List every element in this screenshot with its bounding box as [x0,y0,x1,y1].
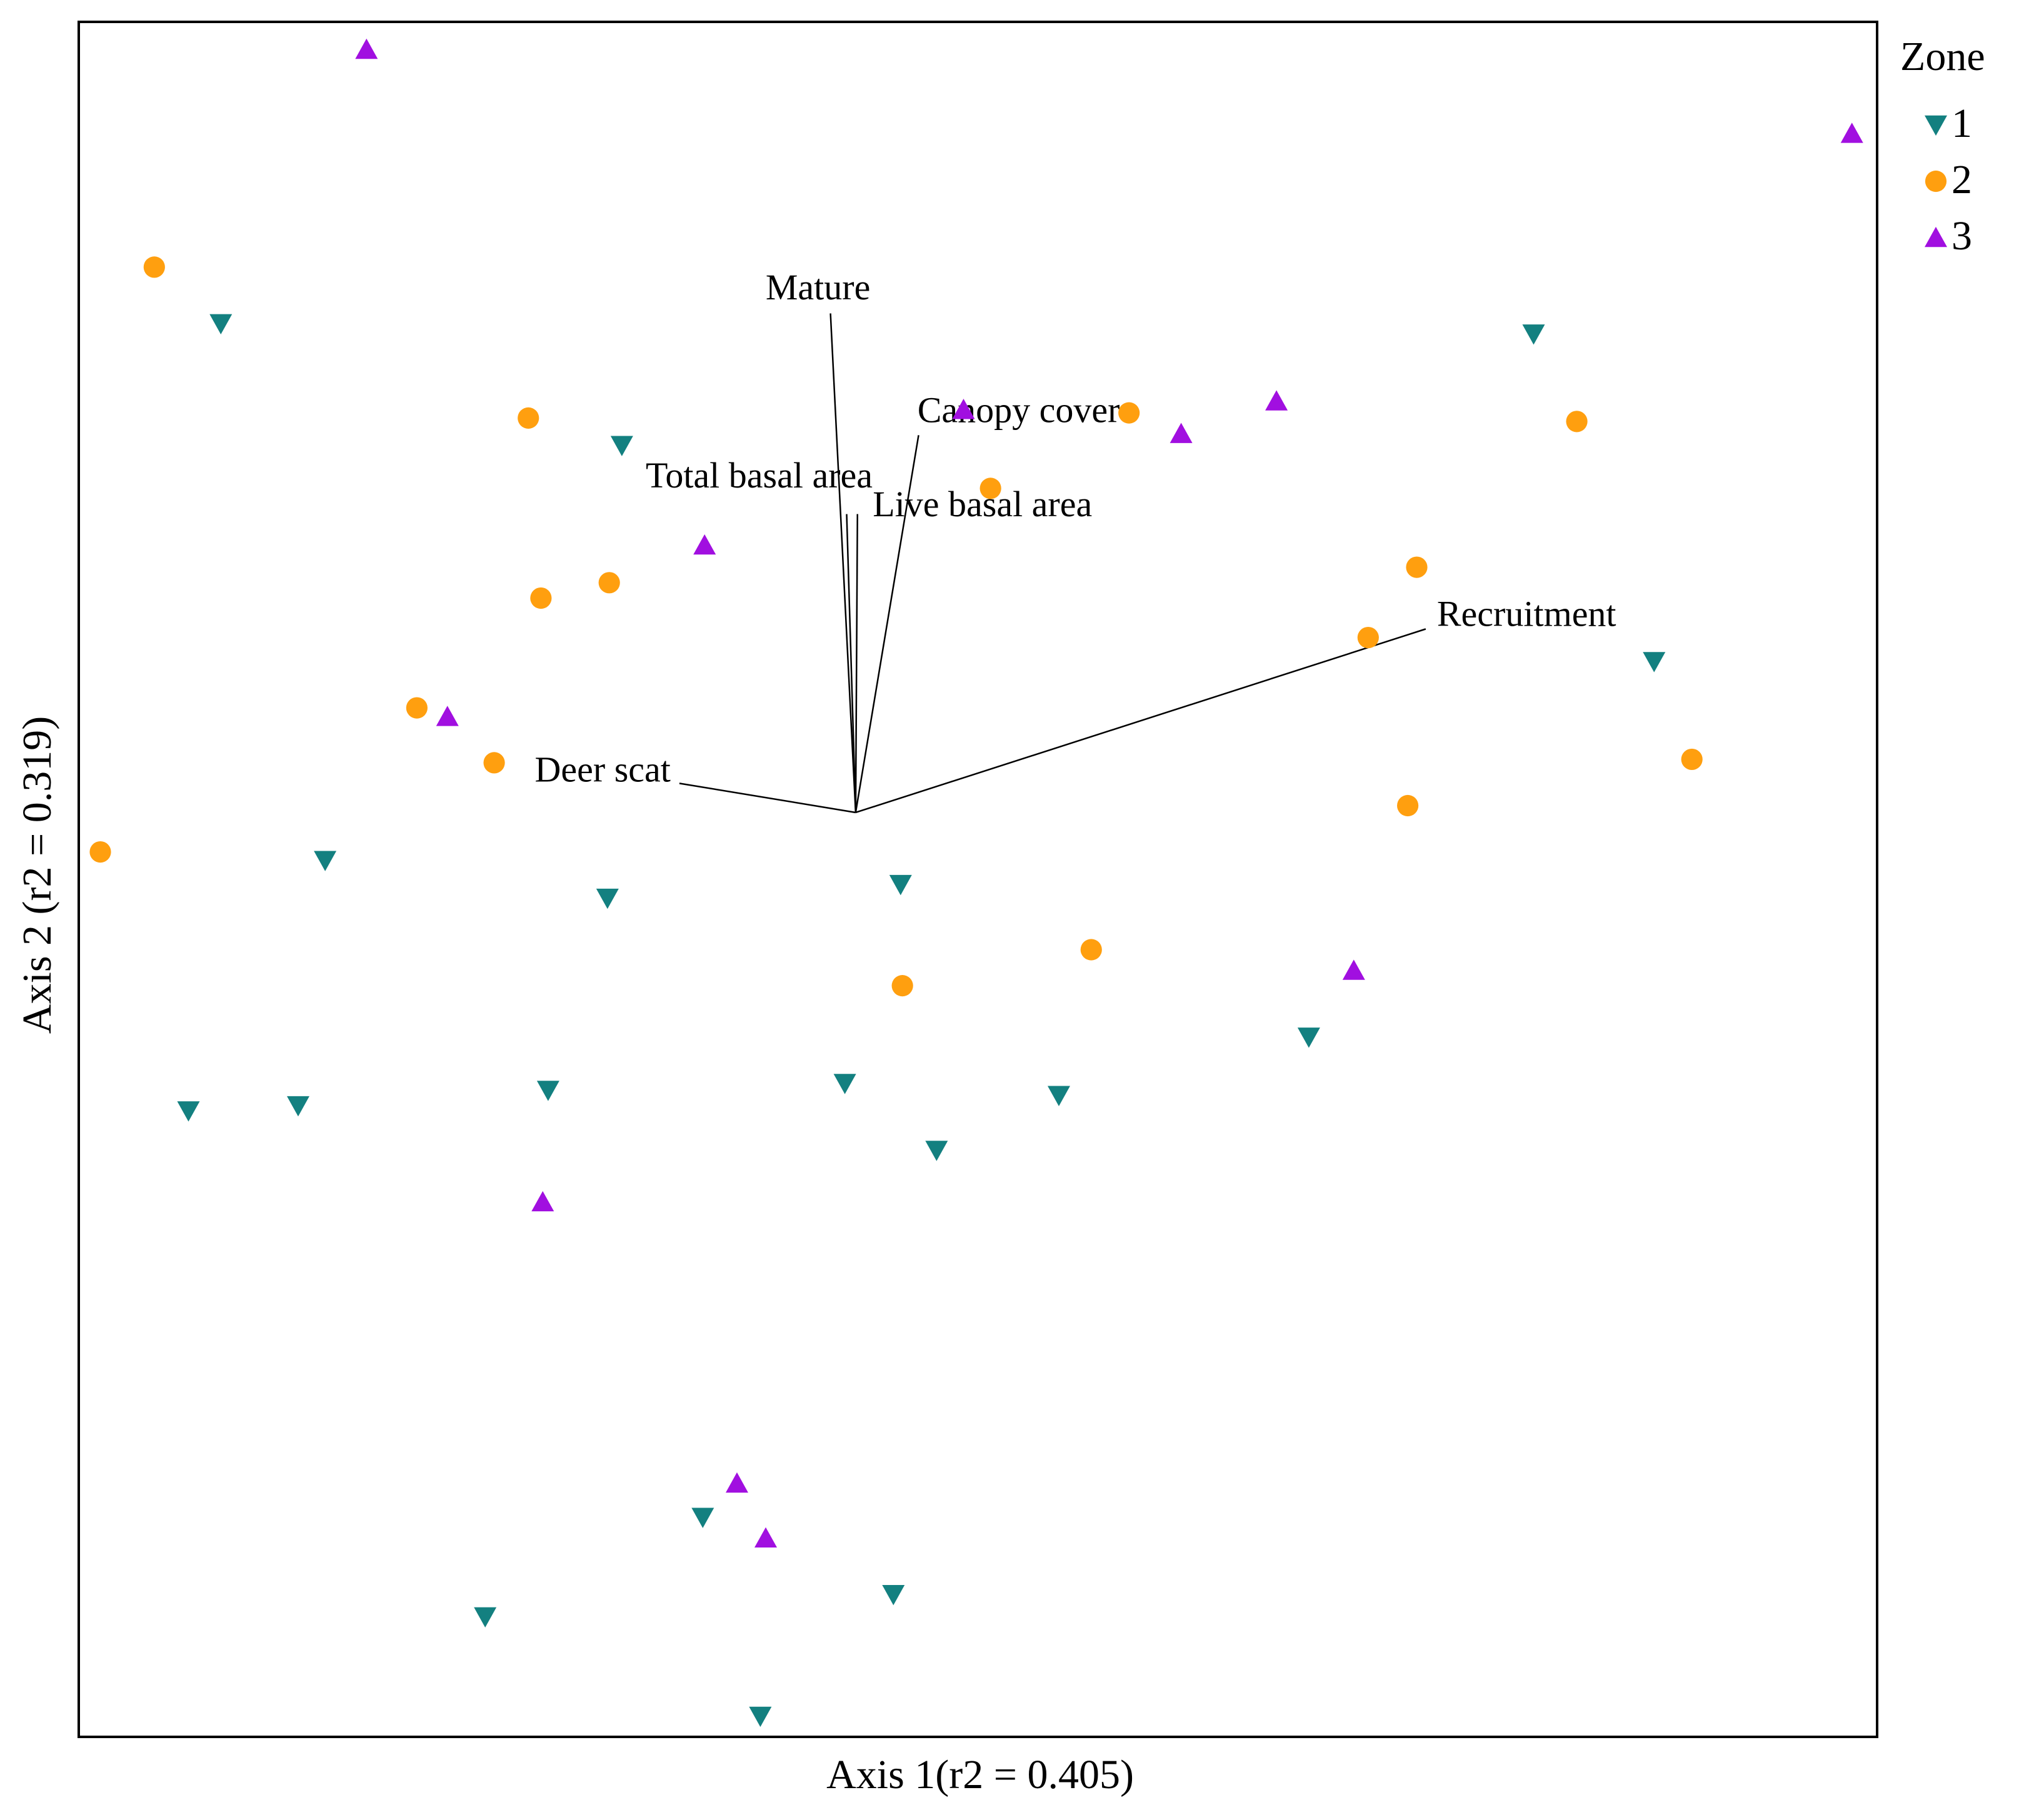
x-axis-label: Axis 1(r2 = 0.405) [826,1752,1134,1798]
vector [855,628,1426,814]
point [89,841,111,863]
point [286,1096,309,1117]
legend-marker [1925,115,1947,136]
point [1080,939,1102,961]
point [691,1508,714,1528]
legend-title: Zone [1900,34,1985,79]
point [979,478,1001,499]
point [1342,959,1365,980]
point [1566,411,1588,432]
point [406,697,428,719]
vector-label: Canopy cover [918,390,1120,431]
point [596,888,619,909]
point [1406,556,1428,578]
point [1047,1086,1070,1106]
point [952,399,975,419]
point [925,1141,948,1161]
point [209,314,233,335]
point [725,1472,748,1493]
vector [854,514,858,812]
point [1681,748,1703,771]
point [474,1607,497,1628]
point [1170,422,1193,443]
point [355,38,378,59]
vector-label: Deer scat [535,749,671,790]
legend-label: 3 [1951,213,1972,259]
point [833,1074,856,1094]
plot-frame [78,21,1878,1738]
point [531,1191,554,1212]
point [483,752,505,774]
vector [854,435,919,813]
point [1297,1028,1320,1048]
point [1357,626,1379,649]
y-axis-label: Axis 2 (r2 = 0.319) [14,716,60,1034]
point [891,975,913,997]
point [518,407,539,429]
point [1118,402,1140,424]
point [1840,122,1863,143]
point [749,1706,772,1728]
point [536,1081,559,1101]
point [754,1527,778,1548]
vector-label: Mature [766,267,871,308]
point [143,256,165,278]
point [1643,652,1666,672]
vector [829,313,857,813]
point [177,1101,200,1122]
point [530,587,552,609]
legend-marker [1925,170,1947,192]
legend-label: 1 [1951,101,1972,146]
point [889,874,912,896]
point [314,851,337,871]
point [1397,794,1419,817]
point [1522,324,1545,345]
point [610,436,633,456]
vector [679,782,856,814]
point [598,572,620,594]
legend-label: 2 [1951,157,1972,202]
point [882,1584,905,1606]
legend-marker [1925,226,1947,248]
vector-label: Total basal area [646,455,873,496]
point [1265,390,1288,411]
vector-label: Recruitment [1437,594,1616,634]
point [436,706,459,726]
vector [846,514,857,813]
point [693,534,716,555]
